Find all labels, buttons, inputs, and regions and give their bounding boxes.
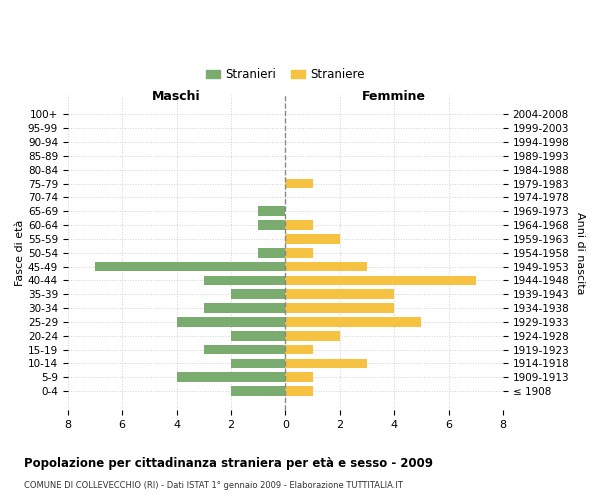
Bar: [286, 248, 313, 258]
Bar: [286, 372, 313, 382]
Bar: [231, 386, 286, 396]
Bar: [204, 276, 286, 285]
Text: COMUNE DI COLLEVECCHIO (RI) - Dati ISTAT 1° gennaio 2009 - Elaborazione TUTTITAL: COMUNE DI COLLEVECCHIO (RI) - Dati ISTAT…: [24, 481, 403, 490]
Bar: [286, 290, 394, 299]
Bar: [204, 345, 286, 354]
Y-axis label: Anni di nascita: Anni di nascita: [575, 212, 585, 294]
Bar: [286, 317, 421, 327]
Bar: [286, 220, 313, 230]
Text: Maschi: Maschi: [152, 90, 201, 104]
Y-axis label: Fasce di età: Fasce di età: [15, 220, 25, 286]
Bar: [286, 331, 340, 340]
Bar: [258, 220, 286, 230]
Legend: Stranieri, Straniere: Stranieri, Straniere: [201, 64, 370, 86]
Bar: [204, 304, 286, 313]
Bar: [286, 358, 367, 368]
Bar: [95, 262, 286, 272]
Bar: [258, 248, 286, 258]
Bar: [286, 276, 476, 285]
Bar: [286, 386, 313, 396]
Bar: [176, 317, 286, 327]
Bar: [286, 345, 313, 354]
Bar: [231, 331, 286, 340]
Bar: [231, 358, 286, 368]
Bar: [176, 372, 286, 382]
Bar: [286, 304, 394, 313]
Bar: [286, 179, 313, 188]
Text: Popolazione per cittadinanza straniera per età e sesso - 2009: Popolazione per cittadinanza straniera p…: [24, 457, 433, 470]
Bar: [286, 234, 340, 244]
Text: Femmine: Femmine: [362, 90, 426, 104]
Bar: [258, 206, 286, 216]
Bar: [286, 262, 367, 272]
Bar: [231, 290, 286, 299]
